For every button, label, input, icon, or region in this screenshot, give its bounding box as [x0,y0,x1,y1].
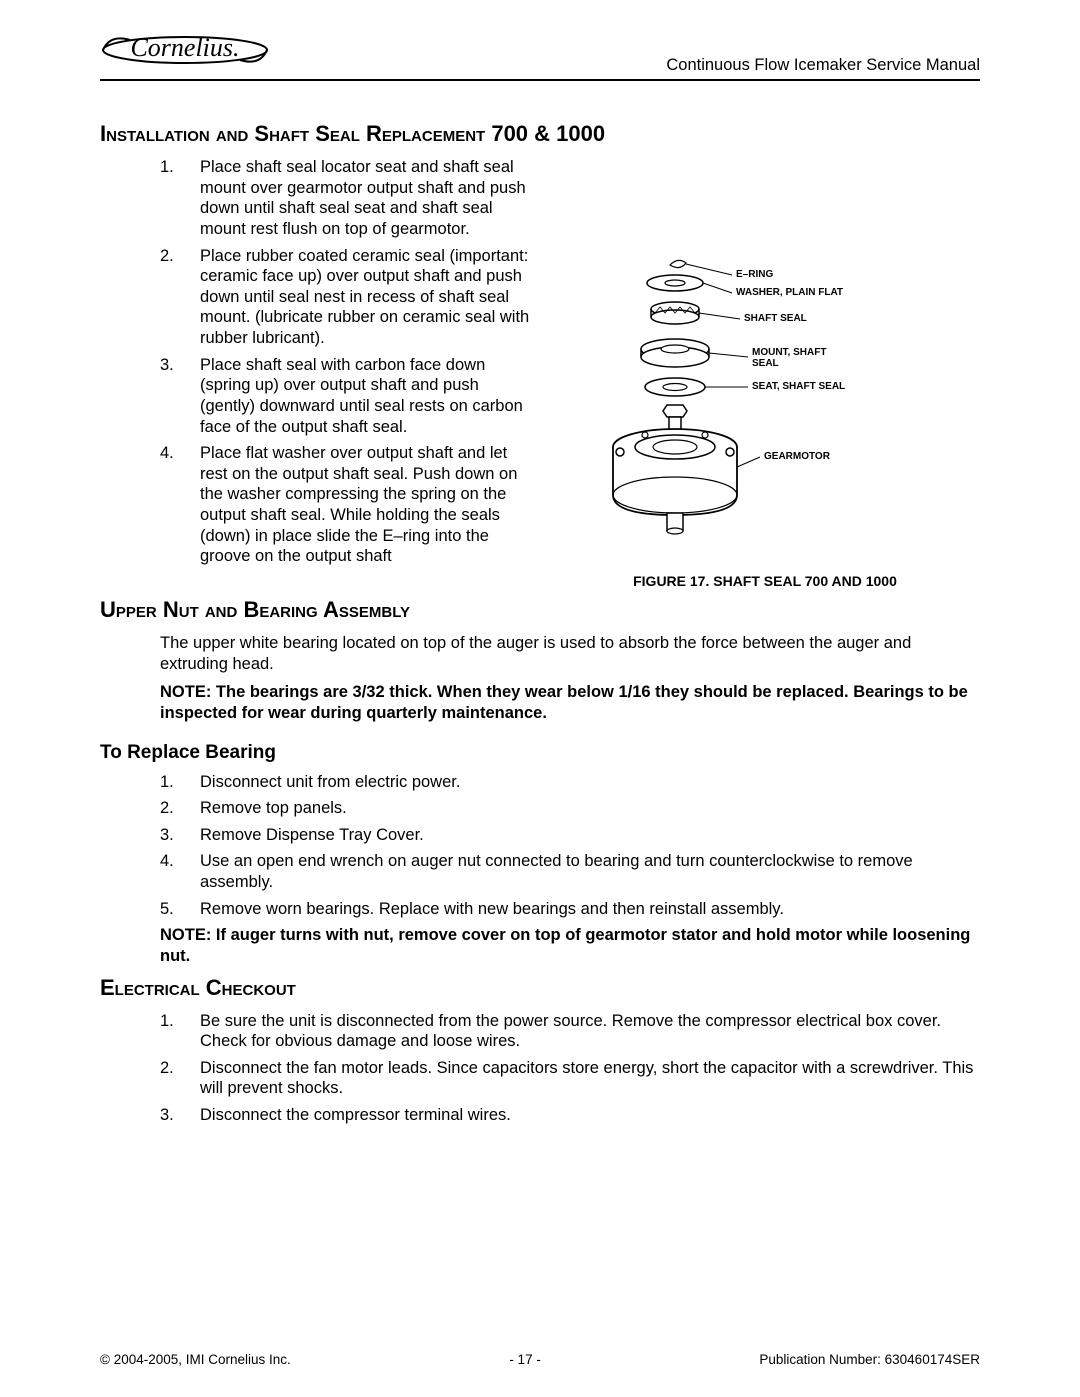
step-text: Place rubber coated ceramic seal (import… [200,247,529,348]
bearing-note: NOTE: The bearings are 3/32 thick. When … [100,682,980,723]
diagram-label-seat: SEAT, SHAFT SEAL [752,381,845,392]
diagram-label-ering: E–RING [736,269,773,280]
figure-caption: FIGURE 17. SHAFT SEAL 700 AND 1000 [550,573,980,589]
step-text: Use an open end wrench on auger nut conn… [200,852,913,891]
footer-copyright: © 2004-2005, IMI Cornelius Inc. [100,1352,291,1367]
sub-heading-replace-bearing: To Replace Bearing [100,742,980,764]
footer-publication: Publication Number: 630460174SER [759,1352,980,1367]
list-item: 1.Disconnect unit from electric power. [160,772,980,793]
step-text: Remove Dispense Tray Cover. [200,826,424,844]
section-heading-installation: Installation and Shaft Seal Replacement … [100,121,980,147]
installation-steps-column: 1.Place shaft seal locator seat and shaf… [100,157,530,589]
step-text: Disconnect the compressor terminal wires… [200,1106,511,1124]
brand-logo: Cornelius. [100,30,270,75]
auger-note: NOTE: If auger turns with nut, remove co… [100,925,980,966]
step-text: Disconnect unit from electric power. [200,773,460,791]
section-heading-upper-nut: Upper Nut and Bearing Assembly [100,597,980,623]
list-item: 3.Remove Dispense Tray Cover. [160,825,980,846]
manual-title: Continuous Flow Icemaker Service Manual [666,56,980,75]
diagram-label-shaft-seal: SHAFT SEAL [744,313,807,324]
step-text: Place shaft seal with carbon face down (… [200,356,523,436]
list-item: 3.Disconnect the compressor terminal wir… [160,1105,980,1126]
replace-bearing-steps-list: 1.Disconnect unit from electric power. 2… [100,772,980,920]
list-item: 1.Be sure the unit is disconnected from … [160,1011,980,1052]
diagram-label-gearmotor: GEARMOTOR [764,451,830,462]
step-text: Place flat washer over output shaft and … [200,444,517,565]
figure-column: E–RING WASHER, PLAIN FLAT SHAFT SEAL MOU… [550,157,980,589]
list-item: 2.Place rubber coated ceramic seal (impo… [160,246,530,349]
list-item: 4.Use an open end wrench on auger nut co… [160,851,980,892]
list-item: 2.Remove top panels. [160,798,980,819]
list-item: 4.Place flat washer over output shaft an… [160,443,530,567]
installation-two-column: 1.Place shaft seal locator seat and shaf… [100,157,980,589]
list-item: 3.Place shaft seal with carbon face down… [160,355,530,438]
upper-nut-intro: The upper white bearing located on top o… [100,633,980,674]
list-item: 2.Disconnect the fan motor leads. Since … [160,1058,980,1099]
page-footer: © 2004-2005, IMI Cornelius Inc. - 17 - P… [100,1352,980,1367]
diagram-label-mount: MOUNT, SHAFT SEAL [752,347,832,369]
footer-page-number: - 17 - [509,1352,541,1367]
svg-text:Cornelius.: Cornelius. [130,33,239,62]
list-item: 5.Remove worn bearings. Replace with new… [160,899,980,920]
step-text: Disconnect the fan motor leads. Since ca… [200,1059,973,1098]
page-header: Cornelius. Continuous Flow Icemaker Serv… [100,30,980,81]
shaft-seal-diagram: E–RING WASHER, PLAIN FLAT SHAFT SEAL MOU… [560,257,920,557]
step-text: Place shaft seal locator seat and shaft … [200,158,526,238]
step-text: Remove worn bearings. Replace with new b… [200,900,784,918]
installation-steps-list: 1.Place shaft seal locator seat and shaf… [100,157,530,567]
step-text: Be sure the unit is disconnected from th… [200,1012,941,1051]
section-heading-electrical: Electrical Checkout [100,975,980,1001]
list-item: 1.Place shaft seal locator seat and shaf… [160,157,530,240]
step-text: Remove top panels. [200,799,347,817]
diagram-label-washer: WASHER, PLAIN FLAT [736,287,843,298]
electrical-steps-list: 1.Be sure the unit is disconnected from … [100,1011,980,1126]
